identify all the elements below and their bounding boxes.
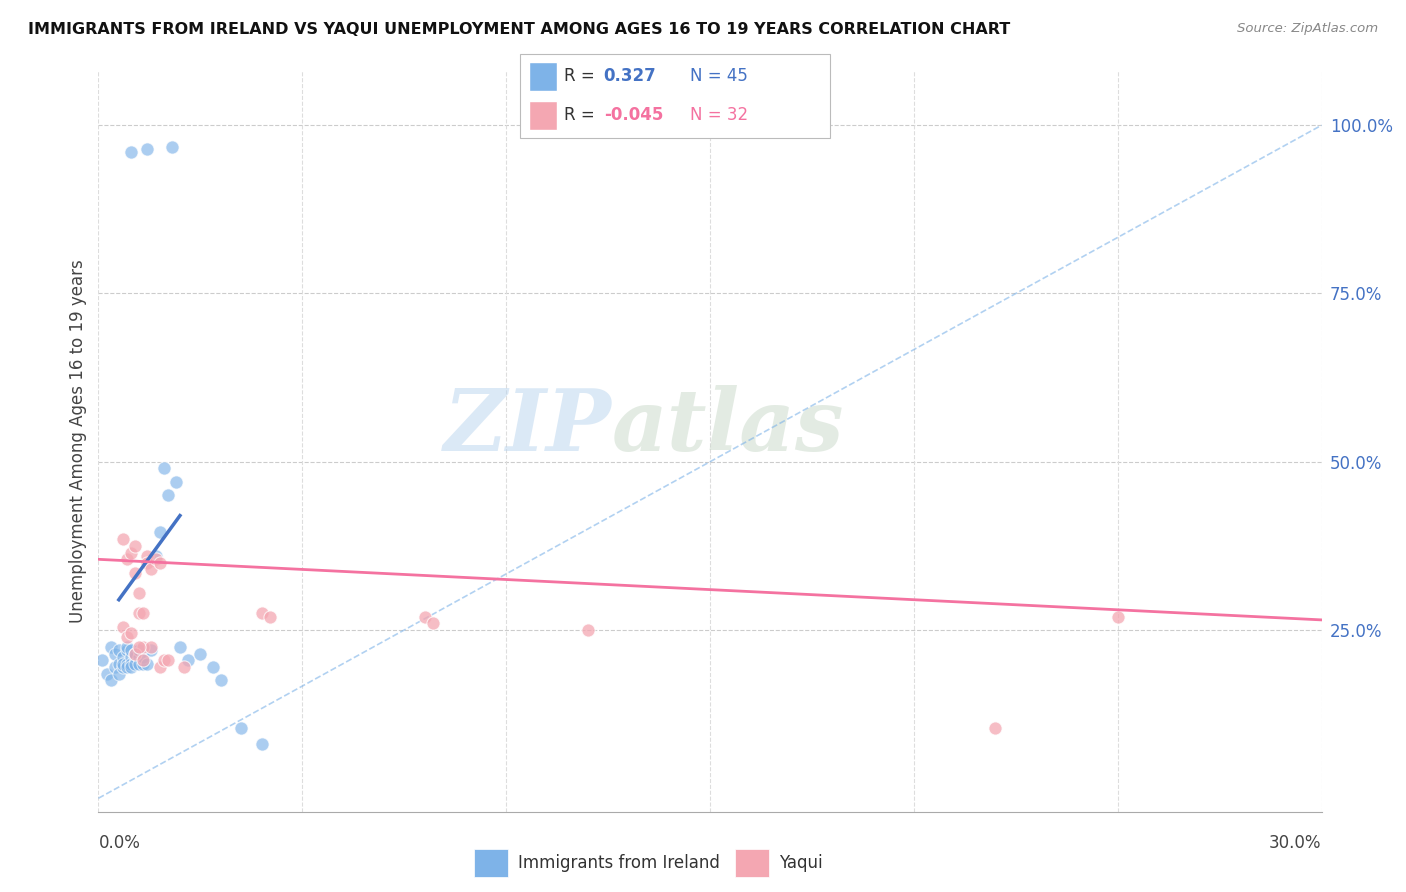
Point	[124, 647, 146, 661]
Point	[115, 630, 138, 644]
Point	[132, 640, 155, 654]
Point	[115, 660, 138, 674]
Point	[152, 461, 174, 475]
Point	[111, 657, 134, 671]
Point	[124, 539, 146, 553]
Point	[115, 552, 138, 566]
Point	[141, 562, 163, 576]
Point	[120, 145, 142, 160]
Bar	[734, 849, 769, 877]
Point	[91, 653, 114, 667]
FancyBboxPatch shape	[520, 54, 830, 138]
Point	[136, 142, 159, 156]
Point	[128, 640, 150, 654]
Text: atlas: atlas	[612, 385, 845, 468]
Point	[165, 475, 187, 489]
Point	[156, 488, 179, 502]
Point	[160, 140, 183, 154]
Point	[104, 660, 127, 674]
Point	[120, 545, 142, 560]
Point	[120, 660, 142, 674]
Point	[259, 609, 281, 624]
Point	[128, 586, 150, 600]
Point	[128, 649, 150, 664]
Point	[422, 616, 444, 631]
Point	[177, 653, 200, 667]
Point	[111, 532, 134, 546]
Point	[115, 643, 138, 657]
Point	[145, 552, 167, 566]
Point	[136, 556, 159, 570]
Text: -0.045: -0.045	[603, 106, 664, 124]
Point	[132, 657, 155, 671]
Point	[152, 653, 174, 667]
Point	[209, 673, 232, 688]
Text: Yaqui: Yaqui	[779, 854, 823, 872]
Text: ZIP: ZIP	[444, 385, 612, 468]
Point	[201, 660, 224, 674]
Point	[136, 657, 159, 671]
Point	[231, 721, 253, 735]
Point	[120, 626, 142, 640]
Bar	[530, 101, 557, 130]
Point	[173, 660, 195, 674]
Point	[120, 657, 142, 671]
Bar	[530, 62, 557, 91]
Point	[128, 657, 150, 671]
Point	[100, 640, 122, 654]
Text: Immigrants from Ireland: Immigrants from Ireland	[517, 854, 720, 872]
Point	[111, 660, 134, 674]
Point	[145, 549, 167, 563]
Point	[124, 647, 146, 661]
Text: R =: R =	[564, 68, 599, 86]
Point	[132, 653, 155, 667]
Point	[149, 660, 172, 674]
Point	[128, 606, 150, 620]
Point	[141, 640, 163, 654]
Point	[115, 640, 138, 654]
Text: 0.0%: 0.0%	[98, 834, 141, 852]
Point	[132, 606, 155, 620]
Point	[132, 649, 155, 664]
Point	[120, 643, 142, 657]
Point	[576, 623, 599, 637]
Point	[111, 619, 134, 633]
Point	[169, 640, 191, 654]
Point	[124, 566, 146, 580]
Point	[124, 657, 146, 671]
Point	[100, 673, 122, 688]
Text: IMMIGRANTS FROM IRELAND VS YAQUI UNEMPLOYMENT AMONG AGES 16 TO 19 YEARS CORRELAT: IMMIGRANTS FROM IRELAND VS YAQUI UNEMPLO…	[28, 22, 1011, 37]
Point	[149, 525, 172, 540]
Y-axis label: Unemployment Among Ages 16 to 19 years: Unemployment Among Ages 16 to 19 years	[69, 260, 87, 624]
Point	[156, 653, 179, 667]
Text: Source: ZipAtlas.com: Source: ZipAtlas.com	[1237, 22, 1378, 36]
Text: 0.327: 0.327	[603, 68, 657, 86]
Point	[96, 666, 118, 681]
Point	[124, 649, 146, 664]
Point	[115, 657, 138, 671]
Point	[141, 643, 163, 657]
Point	[136, 549, 159, 563]
Point	[984, 721, 1007, 735]
Point	[250, 738, 273, 752]
Bar	[474, 849, 509, 877]
Text: N = 45: N = 45	[690, 68, 748, 86]
Point	[108, 657, 131, 671]
Point	[149, 556, 172, 570]
Point	[108, 643, 131, 657]
Point	[111, 649, 134, 664]
Point	[413, 609, 436, 624]
Point	[250, 606, 273, 620]
Text: N = 32: N = 32	[690, 106, 748, 124]
Point	[108, 666, 131, 681]
Point	[120, 649, 142, 664]
Point	[188, 647, 212, 661]
Point	[104, 647, 127, 661]
Text: R =: R =	[564, 106, 599, 124]
Text: 30.0%: 30.0%	[1270, 834, 1322, 852]
Point	[128, 643, 150, 657]
Point	[1107, 609, 1129, 624]
